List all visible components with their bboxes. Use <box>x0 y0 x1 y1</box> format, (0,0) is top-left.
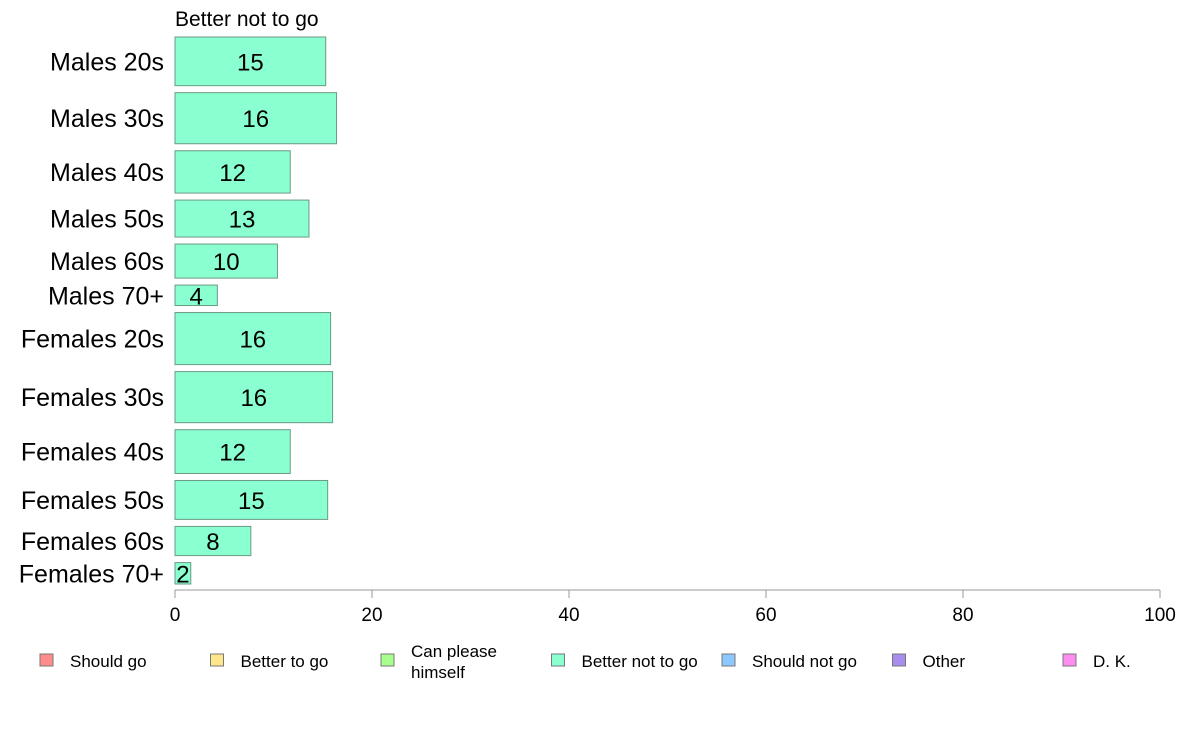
legend: Should go Better to go Can please himself Be… <box>39 642 1131 682</box>
category-label: Males 60s <box>50 248 164 276</box>
bar-value-label: 10 <box>213 249 240 276</box>
legend-label: D. K. <box>1093 652 1131 671</box>
legend-swatch <box>210 653 224 667</box>
bar-value-label: 2 <box>176 561 189 588</box>
x-tick-label: 0 <box>170 605 181 626</box>
legend-swatch <box>380 653 395 667</box>
bar <box>174 36 327 87</box>
bar <box>174 284 218 307</box>
legend-swatch <box>551 653 565 667</box>
x-tick-label: 80 <box>952 605 973 626</box>
bar <box>174 199 310 238</box>
bar <box>174 371 334 424</box>
bar <box>174 150 291 194</box>
legend-label: Should go <box>70 652 147 671</box>
legend-label: Should not go <box>752 652 857 671</box>
legend-label: Better not to go <box>582 652 698 671</box>
x-tick-label: 20 <box>361 605 382 626</box>
bar-value-label: 15 <box>238 488 265 515</box>
legend-label: Other <box>923 652 966 671</box>
bar <box>174 525 252 557</box>
category-label: Females 60s <box>21 528 164 556</box>
category-label: Males 20s <box>50 48 164 76</box>
bar <box>174 312 332 366</box>
x-tick-label: 100 <box>1144 605 1176 626</box>
category-label: Females 20s <box>21 326 164 354</box>
bar-value-label: 13 <box>229 207 256 234</box>
x-tick-label: 60 <box>755 605 776 626</box>
legend-swatch <box>892 653 906 667</box>
category-label: Males 30s <box>50 105 164 133</box>
bar-value-label: 16 <box>240 385 267 412</box>
category-label: Males 70+ <box>48 282 164 310</box>
bar <box>174 429 291 474</box>
category-label: Females 40s <box>21 439 164 467</box>
legend-swatch <box>39 653 54 667</box>
category-label: Females 30s <box>21 384 164 412</box>
category-label: Males 50s <box>50 206 164 234</box>
legend-swatch <box>1062 653 1077 667</box>
category-label: Females 50s <box>21 487 164 515</box>
bar-value-label: 16 <box>239 327 266 354</box>
bar <box>174 243 278 279</box>
bar-value-label: 4 <box>189 283 202 310</box>
bar-value-label: 12 <box>219 160 246 187</box>
bar-value-label: 8 <box>206 529 219 556</box>
x-tick-label: 40 <box>558 605 579 626</box>
bar-group: Males 20s 15 Males 30s 16 Males 40s 12 Males 5… <box>19 36 338 588</box>
bar <box>174 562 192 585</box>
x-axis: 0 20 40 60 80 100 <box>170 589 1176 626</box>
legend-label: Better to go <box>241 652 329 671</box>
bar-value-label: 15 <box>237 49 264 76</box>
bar-value-label: 12 <box>219 440 246 467</box>
bar <box>174 479 329 520</box>
category-label: Females 70+ <box>19 560 164 588</box>
bar <box>174 92 338 145</box>
bar-value-label: 16 <box>242 106 269 133</box>
legend-swatch <box>721 653 736 667</box>
category-label: Males 40s <box>50 159 164 187</box>
legend-label: Can please himself <box>411 642 497 682</box>
panel-title: Better not to go <box>175 8 319 31</box>
